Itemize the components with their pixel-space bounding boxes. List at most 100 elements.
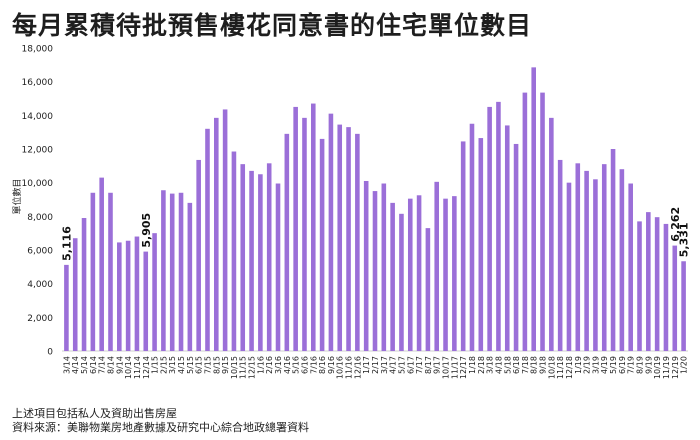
data-label: 5,116 [60,226,73,261]
x-tick-label: 7/17 [415,356,424,374]
bar-10-19 [654,217,660,351]
bar-8-17 [425,228,431,351]
footnote-scope: 上述項目包括私人及資助出售房屋 [12,407,177,420]
bar-12-17 [460,141,466,351]
bar-6-18 [513,143,519,351]
bar-3-14 [64,264,69,351]
bar-8-16 [319,138,325,351]
bar-2-17 [372,191,378,351]
bar-8-15 [214,117,219,351]
x-tick-label: 3/16 [274,356,283,374]
x-tick-label: 12/15 [248,356,257,379]
x-tick-label: 3/17 [380,356,389,374]
x-tick-label: 9/16 [327,356,336,374]
x-tick-label: 6/19 [618,356,627,374]
x-tick-label: 9/18 [539,356,548,374]
x-tick-label: 8/16 [318,356,327,374]
x-tick-label: 1/19 [574,356,583,374]
bar-4-14 [72,238,78,351]
bar-12-16 [355,133,360,351]
bar-4-19 [601,164,607,351]
x-tick-label: 4/14 [71,356,80,374]
bar-11-14 [134,236,140,351]
y-axis-label: 單位數目 [11,178,23,214]
bar-7-15 [205,128,210,351]
bar-5-14 [81,218,87,351]
x-tick-label: 10/14 [124,356,133,379]
bar-3-19 [593,179,598,351]
bar-9-15 [222,109,228,351]
bar-4-17 [390,202,395,351]
bar-4-15 [178,192,184,351]
bar-9-18 [540,92,545,351]
x-tick-label: 12/17 [459,356,468,379]
x-tick-label: 8/14 [106,356,115,374]
x-tick-label: 9/17 [433,356,442,374]
x-tick-label: 7/18 [521,356,530,374]
x-tick-label: 1/18 [468,356,477,374]
x-tick-label: 12/18 [565,356,574,379]
x-tick-label: 1/15 [151,356,160,374]
x-tick-label: 11/18 [556,356,565,379]
x-tick-label: 2/16 [265,356,274,374]
x-tick-label: 11/16 [345,356,354,379]
y-tick-label: 6,000 [27,247,53,257]
x-tick-label: 4/19 [600,356,609,374]
x-tick-label: 8/19 [636,356,645,374]
bar-6-16 [302,117,307,351]
x-tick-label: 2/18 [477,356,486,374]
bar-3-15 [169,193,175,351]
x-tick-label: 2/15 [159,356,168,374]
bar-11-17 [452,196,457,351]
x-tick-label: 10/18 [547,356,556,379]
x-tick-label: 6/14 [89,356,98,374]
data-label: 5,905 [140,213,153,248]
chart-title: 每月累積待批預售樓花同意書的住宅單位數目 [12,11,533,40]
x-tick-label: 7/16 [309,356,318,374]
bar-9-14 [117,242,122,351]
x-tick-label: 9/14 [115,356,124,374]
x-tick-label: 10/19 [653,356,662,379]
data-label: 6,262 [669,207,682,242]
bar-8-18 [531,67,536,351]
x-tick-label: 1/16 [256,356,265,374]
bar-6-19 [619,169,625,351]
bar-6-17 [407,198,413,351]
bar-5-18 [504,125,510,351]
x-tick-label: 1/17 [362,356,371,374]
x-tick-label: 1/20 [680,356,689,374]
bar-6-15 [196,159,201,351]
y-tick-label: 10,000 [22,179,54,189]
y-tick-label: 4,000 [27,280,53,290]
bar-11-19 [663,223,669,351]
bar-6-14 [90,192,96,351]
x-tick-label: 5/17 [397,356,406,374]
bar-7-16 [310,103,316,351]
bar-3-18 [487,106,492,352]
x-tick-label: 7/14 [98,356,107,374]
bar-2-18 [478,138,484,351]
x-tick-label: 8/17 [424,356,433,374]
x-tick-label: 4/17 [389,356,398,374]
x-tick-label: 3/15 [168,356,177,374]
bar-9-17 [434,181,440,351]
x-tick-label: 2/17 [371,356,380,374]
bar-7-17 [416,195,422,351]
x-tick-label: 12/16 [353,356,362,379]
x-tick-label: 3/18 [486,356,495,374]
bar-1-15 [152,233,157,351]
x-tick-label: 11/15 [239,356,248,379]
bar-1-20 [681,261,686,351]
bar-12-19 [672,245,678,351]
bar-3-17 [381,183,387,351]
x-tick-label: 3/14 [62,356,71,374]
x-tick-label: 3/19 [591,356,600,374]
bar-12-18 [566,182,572,351]
bar-5-15 [187,202,193,351]
x-tick-label: 6/18 [512,356,521,374]
bar-7-19 [628,183,633,351]
bar-11-16 [346,127,351,351]
x-tick-label: 6/15 [195,356,204,374]
bar-10-16 [337,124,343,351]
